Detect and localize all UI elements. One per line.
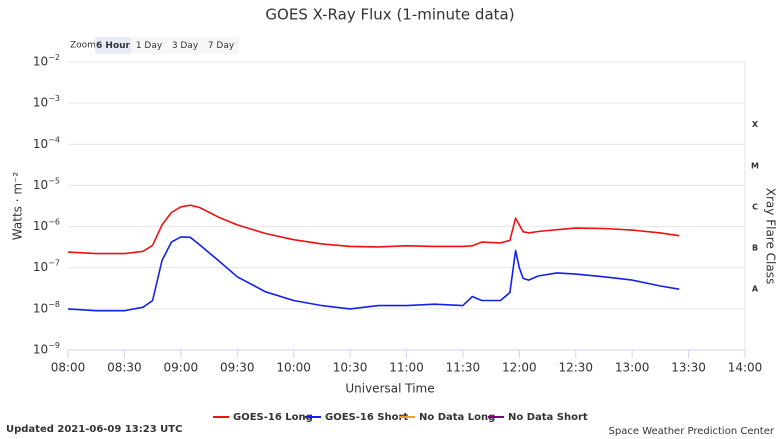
x-tick-label: 11:00 <box>389 361 424 375</box>
x-tick-label: 08:30 <box>107 361 142 375</box>
x-tick-label: 09:00 <box>164 361 199 375</box>
zoom-button[interactable] <box>131 37 167 54</box>
x-tick-label: 11:30 <box>446 361 481 375</box>
y-tick-label: 10−9 <box>33 341 60 357</box>
x-tick-label: 09:30 <box>220 361 255 375</box>
y2-axis-label: Xray Flare Class <box>764 188 778 284</box>
zoom-button-label[interactable]: 3 Day <box>172 41 199 51</box>
series-line <box>67 204 680 255</box>
legend-label[interactable]: No Data Long <box>419 412 495 423</box>
y2-tick-label: M <box>751 161 759 170</box>
chart-title: GOES X-Ray Flux (1-minute data) <box>265 6 514 24</box>
zoom-button[interactable] <box>95 37 131 54</box>
y-tick-label: 10−4 <box>33 135 60 151</box>
x-tick-label: 08:00 <box>51 361 86 375</box>
credit: Space Weather Prediction Center <box>609 426 775 437</box>
y-tick-label: 10−5 <box>33 176 60 192</box>
legend-label[interactable]: GOES-16 Long <box>233 412 313 423</box>
legend-label[interactable]: No Data Short <box>508 412 588 423</box>
legend-label[interactable]: GOES-16 Short <box>325 412 408 423</box>
x-tick-label: 12:00 <box>502 361 537 375</box>
y2-tick-label: B <box>752 244 758 253</box>
y-tick-label: 10−2 <box>33 53 60 69</box>
zoom-button[interactable] <box>167 37 203 54</box>
x-tick-label: 14:00 <box>728 361 763 375</box>
x-tick-label: 13:00 <box>615 361 650 375</box>
series-line <box>67 236 680 312</box>
y-tick-label: 10−7 <box>33 258 60 274</box>
zoom-label: Zoom <box>70 41 96 51</box>
y-tick-label: 10−8 <box>33 299 60 315</box>
zoom-button[interactable] <box>203 37 239 54</box>
y-tick-label: 10−6 <box>33 217 60 233</box>
y2-tick-label: C <box>752 202 758 211</box>
zoom-button-label[interactable]: 1 Day <box>136 41 163 51</box>
y2-tick-label: X <box>752 120 759 129</box>
updated-note: Updated 2021-06-09 13:23 UTC <box>6 424 182 435</box>
y2-tick-label: A <box>752 285 759 294</box>
x-tick-label: 10:00 <box>276 361 311 375</box>
x-tick-label: 12:30 <box>558 361 593 375</box>
x-tick-label: 10:30 <box>333 361 368 375</box>
y-axis-label: Watts · m⁻² <box>11 172 25 241</box>
zoom-button-label[interactable]: 7 Day <box>208 41 235 51</box>
zoom-button-label[interactable]: 6 Hour <box>96 41 131 51</box>
x-tick-label: 13:30 <box>671 361 706 375</box>
x-axis-label: Universal Time <box>345 382 434 396</box>
y-tick-label: 10−3 <box>33 94 60 110</box>
